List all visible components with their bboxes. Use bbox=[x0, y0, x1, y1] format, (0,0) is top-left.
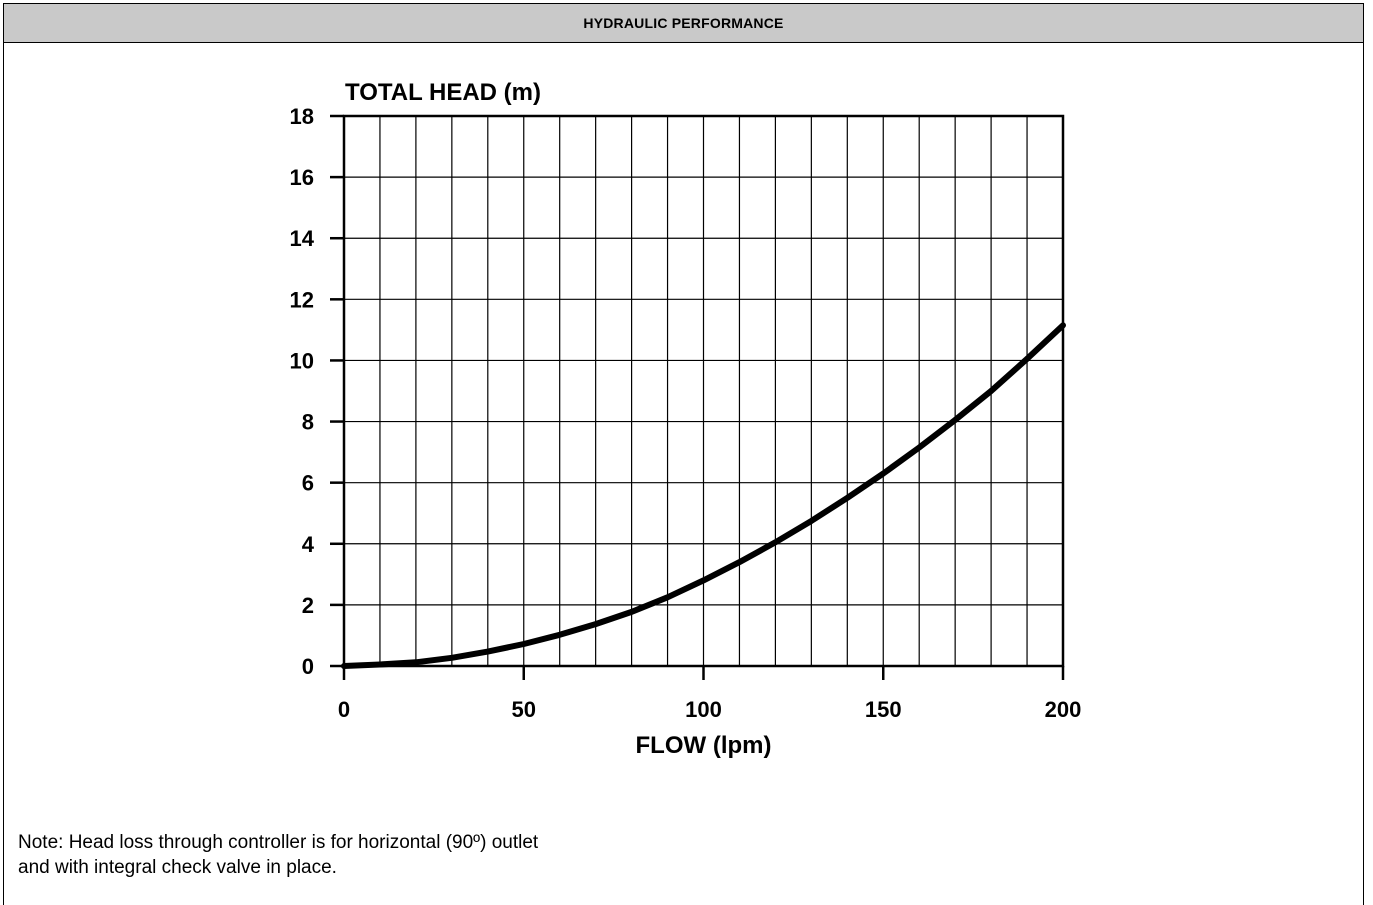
y-axis-title: TOTAL HEAD (m) bbox=[345, 79, 541, 106]
y-tick-label: 0 bbox=[302, 654, 314, 679]
note-line-2: and with integral check valve in place. bbox=[18, 857, 337, 878]
x-axis-title: FLOW (lpm) bbox=[636, 732, 772, 759]
y-tick-label: 12 bbox=[290, 287, 314, 312]
y-tick-label: 18 bbox=[290, 104, 314, 129]
panel-header: HYDRAULIC PERFORMANCE bbox=[4, 4, 1363, 43]
x-tick-label: 50 bbox=[512, 697, 536, 722]
panel-title: HYDRAULIC PERFORMANCE bbox=[583, 15, 784, 31]
x-tick-label: 200 bbox=[1045, 697, 1082, 722]
x-tick-label: 0 bbox=[338, 697, 350, 722]
y-tick-label: 4 bbox=[302, 532, 315, 557]
x-tick-label: 100 bbox=[685, 697, 722, 722]
y-tick-label: 14 bbox=[290, 226, 315, 251]
y-tick-label: 16 bbox=[290, 165, 314, 190]
note-line-1: Note: Head loss through controller is fo… bbox=[18, 832, 539, 853]
head-loss-curve bbox=[341, 322, 1066, 669]
y-tick-label: 6 bbox=[302, 471, 314, 496]
y-tick-label: 10 bbox=[290, 348, 314, 373]
y-tick-label: 8 bbox=[302, 410, 314, 435]
x-tick-label: 150 bbox=[865, 697, 902, 722]
chart-panel: HYDRAULIC PERFORMANCE bbox=[3, 3, 1364, 905]
chart-note: Note: Head loss through controller is fo… bbox=[18, 830, 778, 880]
y-tick-label: 2 bbox=[302, 593, 314, 618]
